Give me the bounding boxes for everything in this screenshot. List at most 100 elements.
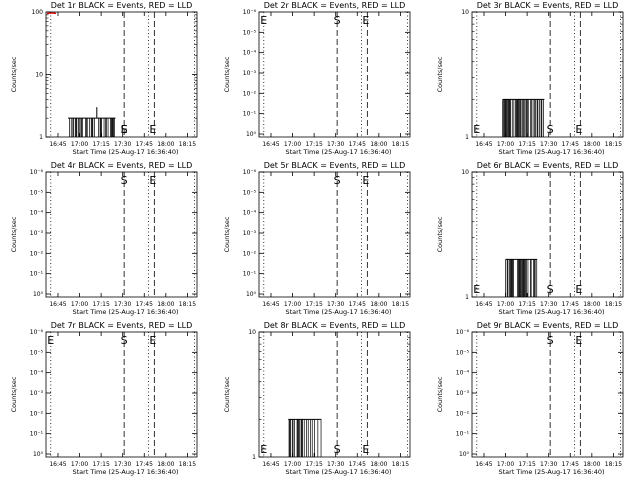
marker-label: E [47,334,54,347]
y-tick-label: 10⁻⁵ [30,349,44,356]
y-axis-label: Counts/sec [223,376,231,412]
panel-plot: Det 2r BLACK = Events, RED = LLD 16:45 17:… [223,1,411,156]
marker-label: E [149,334,156,347]
panel-title: Det 8r BLACK = Events, RED = LLD [264,321,406,330]
y-tick-label: 10⁻⁴ [243,210,257,217]
x-tick-label: 17:00 [71,301,88,308]
y-tick-label: 10⁻² [243,90,257,97]
marker-label: S [121,123,128,136]
panel-title: Det 9r BLACK = Events, RED = LLD [477,321,619,330]
panel-title: Det 7r BLACK = Events, RED = LLD [51,321,193,330]
y-tick-label: 10⁰ [246,291,257,298]
x-tick-label: 17:30 [327,141,344,148]
y-axis-label: Counts/sec [436,216,444,252]
marker-label: E [575,283,582,296]
y-tick-label: 10 [35,72,43,79]
x-tick-label: 18:00 [370,141,387,148]
x-tick-label: 18:15 [605,301,622,308]
y-tick-label: 10⁻⁵ [30,189,44,196]
marker-label: S [121,174,128,187]
marker-label: S [547,334,554,347]
x-tick-label: 16:45 [475,461,492,468]
y-axis-label: Counts/sec [10,56,18,92]
y-tick-label: 10⁻¹ [243,111,257,118]
x-tick-label: 17:30 [327,461,344,468]
x-tick-label: 18:00 [370,461,387,468]
detector-panel: Det 1r BLACK = Events, RED = LLD 16:45 17:… [0,0,213,160]
y-tick-label: 10⁻³ [30,390,44,397]
y-tick-label: 1 [252,454,256,461]
panel-title: Det 5r BLACK = Events, RED = LLD [264,161,406,170]
plot-frame [45,171,198,298]
panel-plot: Det 8r BLACK = Events, RED = LLD 16:45 17:… [223,321,411,476]
y-tick-label: 10⁻⁶ [243,169,257,176]
x-tick-label: 18:00 [583,301,600,308]
x-axis-label: Start Time (25-Aug-17 16:36:40) [72,308,178,316]
y-tick-label: 100 [32,9,44,16]
x-tick-label: 17:15 [305,141,322,148]
panel-plot: Det 4r BLACK = Events, RED = LLD 16:45 17:… [10,161,198,316]
detector-panel: Det 5r BLACK = Events, RED = LLD 16:45 17:… [213,160,426,320]
x-axis-label: Start Time (25-Aug-17 16:36:40) [285,308,391,316]
y-tick-label: 10⁻² [456,410,470,417]
marker-label: E [121,123,128,136]
x-axis-label: Start Time (25-Aug-17 16:36:40) [72,148,178,156]
panel-plot: Det 9r BLACK = Events, RED = LLD 16:45 17:… [436,321,624,476]
x-tick-label: 16:45 [262,141,279,148]
y-tick-label: 10⁻⁵ [243,29,257,36]
marker-label: E [362,14,369,27]
x-tick-label: 16:45 [475,301,492,308]
y-axis-label: Counts/sec [436,56,444,92]
x-tick-label: 17:15 [92,141,109,148]
y-tick-label: 10⁻¹ [456,431,470,438]
detector-panel: Det 3r BLACK = Events, RED = LLD 16:45 17:… [426,0,639,160]
x-axis-label: Start Time (25-Aug-17 16:36:40) [285,148,391,156]
y-tick-label: 10⁻⁶ [30,169,44,176]
marker-label: E [260,14,267,27]
plot-frame [258,11,411,138]
detector-panel: Det 4r BLACK = Events, RED = LLD 16:45 17:… [0,160,213,320]
x-tick-label: 17:45 [562,141,579,148]
plot-frame [471,331,624,458]
y-tick-label: 10⁻⁶ [30,329,44,336]
x-tick-label: 17:00 [71,141,88,148]
marker-label: E [473,123,480,136]
marker-label: E [575,334,582,347]
y-tick-label: 10⁻⁴ [243,50,257,57]
panel-title: Det 4r BLACK = Events, RED = LLD [51,161,193,170]
detector-panel: Det 6r BLACK = Events, RED = LLD 16:45 17:… [426,160,639,320]
y-tick-label: 10⁻¹ [30,271,44,278]
y-tick-label: 10⁻⁶ [243,9,257,16]
panel-title: Det 3r BLACK = Events, RED = LLD [477,1,619,10]
x-tick-label: 16:45 [49,301,66,308]
y-tick-label: 10⁻¹ [30,431,44,438]
marker-label: E [149,123,156,136]
x-tick-label: 17:45 [136,301,153,308]
marker-label: E [362,443,369,456]
y-tick-label: 1 [39,134,43,141]
x-tick-label: 17:30 [114,141,131,148]
y-tick-label: 10⁰ [246,131,257,138]
y-tick-label: 10⁻⁴ [456,370,470,377]
x-tick-label: 18:00 [583,461,600,468]
panel-plot: Det 3r BLACK = Events, RED = LLD 16:45 17:… [436,1,624,156]
x-tick-label: 17:00 [284,301,301,308]
marker-label: E [149,174,156,187]
plot-frame [45,331,198,458]
panel-plot: Det 5r BLACK = Events, RED = LLD 16:45 17:… [223,161,411,316]
x-tick-label: 18:15 [179,301,196,308]
panel-title: Det 6r BLACK = Events, RED = LLD [477,161,619,170]
x-tick-label: 18:00 [157,301,174,308]
x-tick-label: 17:45 [136,141,153,148]
x-tick-label: 17:00 [497,141,514,148]
y-axis-label: Counts/sec [223,56,231,92]
x-tick-label: 18:00 [583,141,600,148]
x-tick-label: 18:15 [392,301,409,308]
x-tick-label: 17:15 [305,461,322,468]
y-tick-label: 10⁻³ [30,230,44,237]
x-axis-label: Start Time (25-Aug-17 16:36:40) [285,468,391,476]
lld-trace [46,12,57,15]
y-tick-label: 10⁰ [33,291,44,298]
x-tick-label: 17:15 [305,301,322,308]
x-tick-label: 17:45 [562,301,579,308]
